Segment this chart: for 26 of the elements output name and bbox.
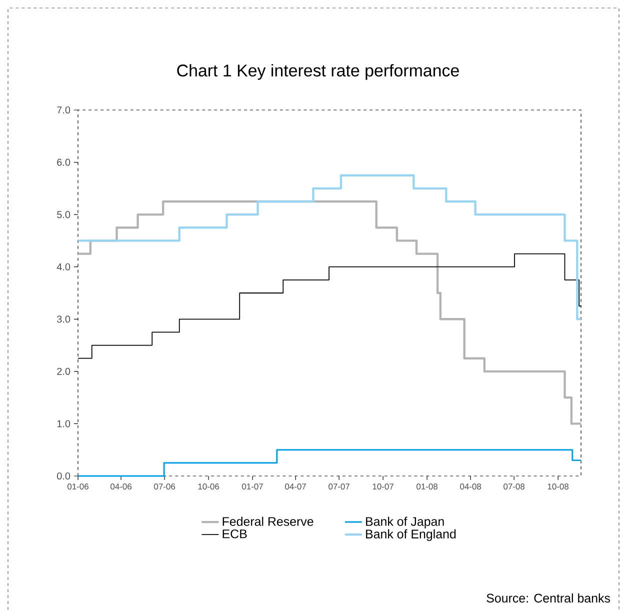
x-tick-label: 04-06 — [110, 484, 132, 490]
x-tick-label: 10-07 — [372, 484, 394, 490]
y-tick-label: 0.0 — [57, 472, 70, 480]
y-tick-label: 4.0 — [56, 263, 70, 270]
legend-label: Bank of Japan — [366, 516, 444, 528]
x-tick-label: 07-06 — [154, 484, 176, 490]
y-tick-label: 7.0 — [57, 106, 70, 114]
x-tick-label: 04-07 — [285, 484, 306, 490]
x-tick-label: 01-07 — [242, 484, 263, 490]
x-tick-label: 01-06 — [68, 484, 88, 490]
y-tick-label: 6.0 — [57, 158, 70, 166]
y-tick-label: 1.0 — [57, 420, 70, 428]
legend-label: Bank of England — [366, 529, 456, 541]
chart-title: Chart 1 Key interest rate performance — [177, 64, 459, 80]
x-tick-label: 04-08 — [460, 484, 482, 490]
y-tick-label: 2.0 — [57, 368, 70, 375]
y-tick-label: 3.0 — [57, 316, 70, 323]
x-tick-label: 07-07 — [328, 484, 350, 490]
x-tick-label: 01-08 — [416, 484, 438, 490]
legend-label: ECB — [222, 529, 247, 538]
x-tick-label: 07-08 — [504, 484, 525, 490]
y-tick-label: 5.0 — [57, 211, 70, 218]
legend-label: Federal Reserve — [222, 516, 314, 526]
source-note: Source: Central banks — [486, 593, 610, 603]
x-tick-label: 10-06 — [198, 484, 219, 490]
x-tick-label: 10-08 — [548, 484, 569, 490]
